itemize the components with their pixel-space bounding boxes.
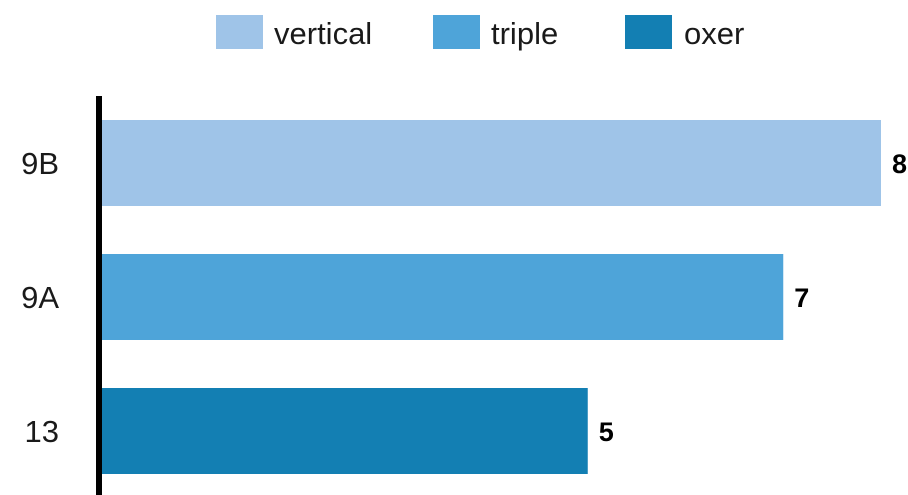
legend-swatch-vertical <box>216 15 263 49</box>
legend-label-vertical: vertical <box>274 16 372 51</box>
bar-9A <box>99 254 784 340</box>
value-label-13: 5 <box>599 417 614 447</box>
legend-swatch-triple <box>433 15 480 49</box>
bar-13 <box>99 388 588 474</box>
category-label-9B: 9B <box>21 146 59 181</box>
legend: vertical triple oxer <box>216 15 744 51</box>
legend-swatch-oxer <box>625 15 672 49</box>
bar-9B <box>99 120 881 206</box>
value-label-9B: 8 <box>892 149 907 179</box>
category-label-13: 13 <box>25 414 59 449</box>
category-label-9A: 9A <box>21 280 59 315</box>
legend-label-oxer: oxer <box>684 16 744 51</box>
bars <box>99 120 881 474</box>
category-labels: 9B 9A 13 <box>21 146 59 449</box>
value-label-9A: 7 <box>794 283 809 313</box>
legend-label-triple: triple <box>491 16 558 51</box>
value-labels: 8 7 5 <box>599 149 907 447</box>
